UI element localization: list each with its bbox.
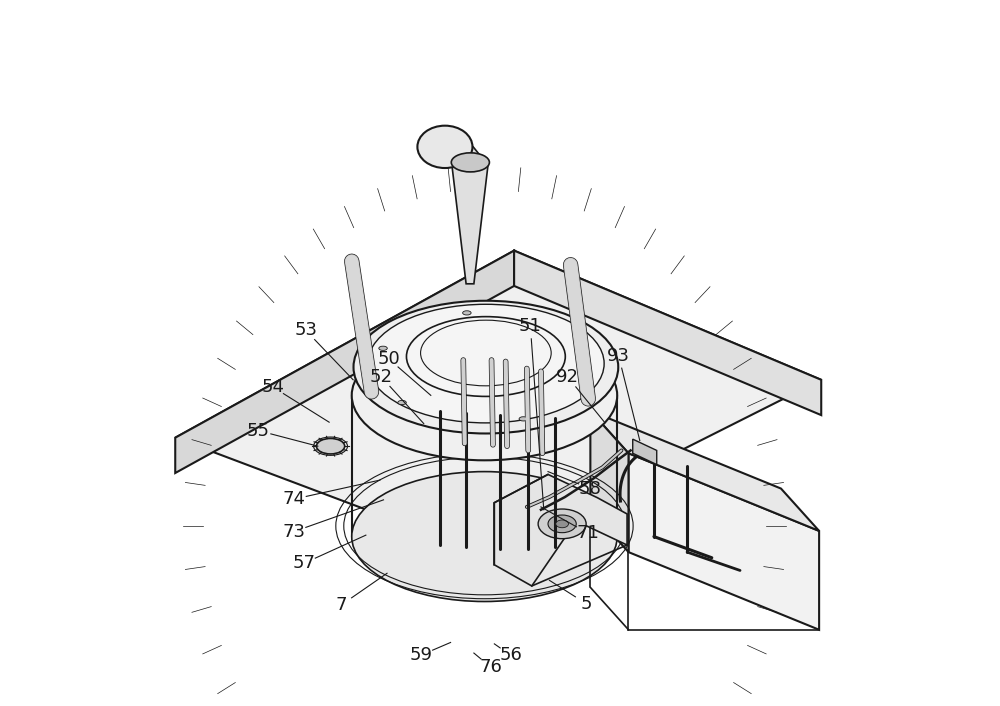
Text: 76: 76 bbox=[479, 658, 502, 676]
Polygon shape bbox=[628, 453, 819, 630]
Polygon shape bbox=[590, 411, 628, 552]
Ellipse shape bbox=[417, 126, 472, 168]
Text: 50: 50 bbox=[377, 349, 400, 368]
Ellipse shape bbox=[398, 400, 406, 405]
Ellipse shape bbox=[519, 417, 528, 421]
Polygon shape bbox=[494, 474, 627, 586]
Text: 93: 93 bbox=[607, 347, 630, 365]
Ellipse shape bbox=[368, 304, 604, 423]
Text: 71: 71 bbox=[576, 524, 599, 542]
Ellipse shape bbox=[538, 509, 586, 539]
Ellipse shape bbox=[451, 153, 489, 172]
Text: 51: 51 bbox=[519, 317, 542, 335]
Ellipse shape bbox=[316, 438, 345, 454]
Polygon shape bbox=[175, 251, 514, 473]
Text: 56: 56 bbox=[499, 646, 522, 664]
Polygon shape bbox=[452, 147, 488, 284]
Ellipse shape bbox=[556, 520, 568, 528]
Text: 74: 74 bbox=[282, 490, 305, 508]
Polygon shape bbox=[590, 411, 819, 531]
Ellipse shape bbox=[354, 301, 618, 433]
Ellipse shape bbox=[379, 346, 387, 350]
Polygon shape bbox=[633, 439, 657, 465]
Text: 7: 7 bbox=[335, 596, 347, 614]
Text: 57: 57 bbox=[292, 554, 315, 573]
Text: 59: 59 bbox=[409, 646, 432, 664]
Polygon shape bbox=[514, 251, 821, 415]
Text: 5: 5 bbox=[580, 594, 592, 613]
Ellipse shape bbox=[548, 515, 576, 532]
Ellipse shape bbox=[352, 330, 617, 460]
Text: 58: 58 bbox=[579, 479, 602, 498]
Ellipse shape bbox=[463, 311, 471, 315]
Text: 55: 55 bbox=[247, 421, 270, 440]
Polygon shape bbox=[175, 251, 821, 552]
Text: 54: 54 bbox=[261, 378, 284, 396]
Text: 92: 92 bbox=[556, 368, 579, 386]
Ellipse shape bbox=[352, 472, 617, 602]
Ellipse shape bbox=[576, 337, 585, 342]
Text: 53: 53 bbox=[294, 321, 317, 340]
Text: 52: 52 bbox=[370, 368, 393, 386]
Text: 73: 73 bbox=[282, 522, 305, 541]
Ellipse shape bbox=[584, 384, 593, 388]
